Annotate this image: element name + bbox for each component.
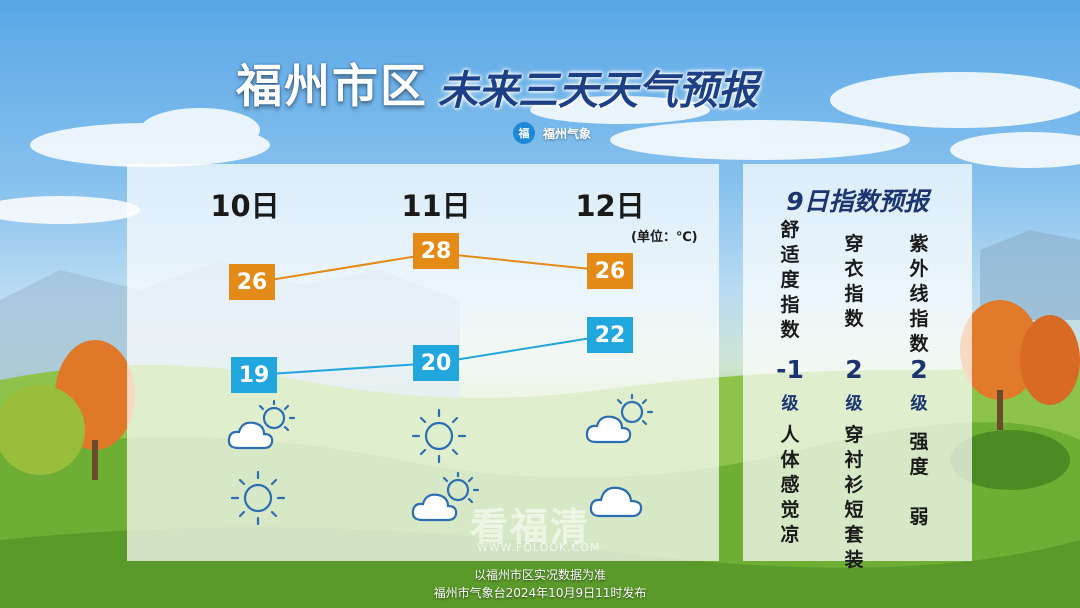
high-temp-badge: 28 (413, 233, 459, 269)
sunny-icon (230, 470, 286, 526)
low-temp-badge: 19 (231, 357, 277, 393)
footer-issuer: 福州市气象台2024年10月9日11时发布 (433, 586, 647, 600)
partly-cloudy-icon (411, 471, 480, 522)
page-title: 福州市区 未来三天天气预报 (236, 52, 758, 116)
watermark-url: WWW.FQLOOK.COM (477, 541, 601, 554)
brand-logo-icon: 福 (513, 122, 535, 144)
title-region: 福州市区 (236, 59, 428, 113)
high-temp-badge: 26 (587, 253, 633, 289)
index-level: 级 (910, 394, 928, 414)
index-name: 舒 适 度 指 数 (780, 219, 800, 341)
index-level: 级 (781, 394, 799, 414)
brand: 福 福州气象 (513, 122, 591, 144)
cloudy-icon (589, 486, 643, 518)
index-desc: 人 体 感 觉 凉 (780, 424, 800, 546)
index-panel (743, 164, 972, 561)
index-name: 紫 外 线 指 数 (909, 233, 929, 355)
low-temp-badge: 20 (413, 345, 459, 381)
watermark: 看福清 (470, 505, 591, 549)
day-label: 11日 (401, 189, 471, 223)
partly-cloudy-icon (585, 393, 654, 444)
partly-cloudy-icon (227, 399, 296, 450)
index-title: 9日指数预报 (786, 187, 929, 216)
index-desc: 强 度 弱 (909, 431, 929, 528)
unit-label: (单位：℃) (631, 230, 698, 245)
index-value: 2 (910, 355, 928, 384)
index-name: 穿 衣 指 数 (844, 233, 864, 330)
high-temp-badge: 26 (229, 264, 275, 300)
day-label: 10日 (210, 189, 280, 223)
index-desc: 穿 衬 衫 短 套 装 (844, 424, 864, 571)
title-subtitle: 未来三天天气预报 (438, 68, 758, 114)
index-value: -1 (776, 355, 804, 384)
day-label: 12日 (575, 189, 645, 223)
brand-name: 福州气象 (543, 126, 592, 141)
index-level: 级 (845, 394, 863, 414)
index-value: 2 (845, 355, 863, 384)
low-temp-badge: 22 (587, 317, 633, 353)
sunny-icon (411, 408, 467, 464)
footer-note: 以福州市区实况数据为准 (473, 568, 606, 582)
